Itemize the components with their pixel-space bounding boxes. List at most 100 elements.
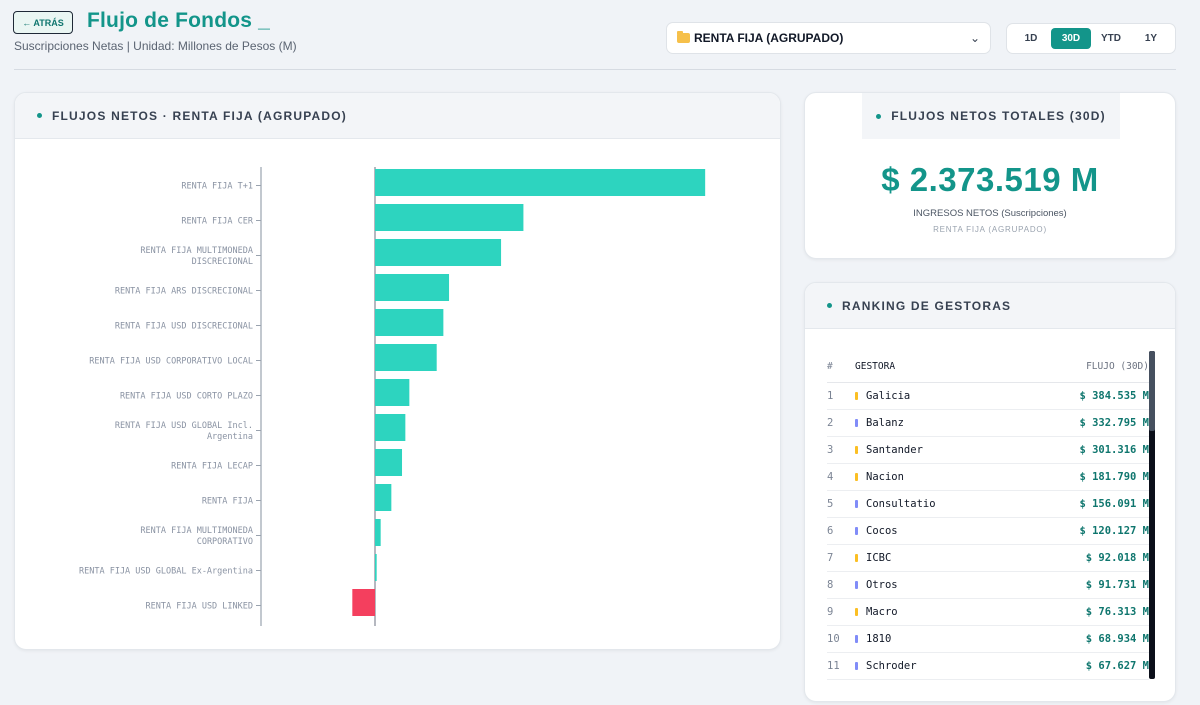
ranking-flow: $ 91.731 M [1085, 579, 1149, 591]
gestora-name: 1810 [866, 633, 892, 645]
chart-bar[interactable] [352, 589, 375, 616]
ranking-table-header: # GESTORA FLUJO (30D) [827, 351, 1149, 383]
ranking-gestora: Nacion [855, 471, 1049, 483]
total-flows-value: $ 2.373.519 M [881, 161, 1099, 198]
ranking-position: 7 [827, 552, 834, 564]
gestora-color-swatch [855, 500, 858, 508]
total-card-header: FLUJOS NETOS TOTALES (30D) [862, 93, 1120, 139]
ranking-position: 1 [827, 390, 834, 402]
chart-bar[interactable] [375, 274, 450, 301]
chart-bar[interactable] [375, 484, 392, 511]
chart-card-header: FLUJOS NETOS · RENTA FIJA (AGRUPADO) [15, 93, 780, 139]
ranking-row[interactable]: 6 Cocos $ 120.127 M [827, 518, 1149, 545]
chart-bar[interactable] [375, 379, 410, 406]
category-select[interactable]: RENTA FIJA (AGRUPADO) ⌄ [666, 22, 991, 54]
ranking-flow: $ 301.316 M [1079, 444, 1149, 456]
ranking-flow: $ 181.790 M [1079, 471, 1149, 483]
gestora-color-swatch [855, 473, 858, 481]
chevron-down-icon: ⌄ [969, 31, 980, 45]
total-flows-group: RENTA FIJA (AGRUPADO) [933, 225, 1047, 234]
ranking-gestora: Cocos [855, 525, 1049, 537]
chart-bar[interactable] [375, 204, 524, 231]
ranking-row[interactable]: 8 Otros $ 91.731 M [827, 572, 1149, 599]
ranking-gestora: Balanz [855, 417, 1049, 429]
ranking-position: 6 [827, 525, 834, 537]
bullet-dot-icon [876, 113, 882, 119]
ranking-flow: $ 68.934 M [1085, 633, 1149, 645]
ranking-row[interactable]: 11 Schroder $ 67.627 M [827, 653, 1149, 680]
ranking-row[interactable]: 1 Galicia $ 384.535 M [827, 383, 1149, 410]
ranking-gestora: Otros [855, 579, 1049, 591]
ranking-scrollbar-thumb[interactable] [1149, 351, 1155, 431]
col-header-num: # [827, 361, 833, 372]
ranking-row[interactable]: 4 Nacion $ 181.790 M [827, 464, 1149, 491]
period-option[interactable]: 1D [1024, 33, 1038, 44]
period-option[interactable]: YTD [1101, 33, 1121, 44]
ranking-card: RANKING DE GESTORAS # GESTORA FLUJO (30D… [804, 282, 1176, 702]
chart-category-label: RENTA FIJA T+1 [181, 182, 253, 192]
period-option[interactable]: 30D [1051, 28, 1091, 49]
ranking-flow: $ 76.313 M [1085, 606, 1149, 618]
chart-bar[interactable] [375, 309, 444, 336]
chart-bar[interactable] [375, 169, 706, 196]
ranking-flow: $ 120.127 M [1079, 525, 1149, 537]
ranking-gestora: Schroder [855, 660, 1049, 672]
ranking-scrollbar[interactable] [1149, 351, 1155, 679]
gestora-color-swatch [855, 581, 858, 589]
ranking-flow: $ 67.627 M [1085, 660, 1149, 672]
ranking-gestora: Macro [855, 606, 1049, 618]
gestora-color-swatch [855, 554, 858, 562]
gestora-name: Galicia [866, 390, 911, 402]
folder-icon [677, 31, 690, 43]
ranking-table: # GESTORA FLUJO (30D) 1 Galicia $ 384.535 … [827, 351, 1149, 680]
ranking-row[interactable]: 2 Balanz $ 332.795 M [827, 410, 1149, 437]
chart-category-label: RENTA FIJA [202, 497, 253, 507]
gestora-name: Otros [866, 579, 898, 591]
period-selector: 1D 30D YTD 1Y [1006, 23, 1176, 54]
col-header-gestora: GESTORA [855, 361, 896, 372]
chart-bar[interactable] [375, 554, 377, 581]
total-flows-card: FLUJOS NETOS TOTALES (30D) $ 2.373.519 M… [804, 92, 1176, 259]
page-title: Flujo de Fondos _ [87, 9, 271, 32]
ranking-row[interactable]: 10 1810 $ 68.934 M [827, 626, 1149, 653]
chart-bar[interactable] [375, 414, 406, 441]
ranking-gestora: ICBC [855, 552, 1049, 564]
col-header-flow: FLUJO (30D) [1086, 361, 1149, 372]
gestora-color-swatch [855, 527, 858, 535]
ranking-position: 10 [827, 633, 840, 645]
ranking-gestora: Consultatio [855, 498, 1049, 510]
chart-card-title: FLUJOS NETOS · RENTA FIJA (AGRUPADO) [52, 108, 347, 123]
bullet-dot-icon [827, 303, 832, 308]
gestora-name: Balanz [866, 417, 904, 429]
chart-bar[interactable] [375, 519, 381, 546]
gestora-color-swatch [855, 392, 858, 400]
bullet-dot-icon [37, 113, 42, 118]
ranking-row[interactable]: 9 Macro $ 76.313 M [827, 599, 1149, 626]
chart-category-label: RENTA FIJA MULTIMONEDA DISCRECIONAL [140, 246, 253, 267]
chart-bar[interactable] [375, 344, 437, 371]
ranking-card-header: RANKING DE GESTORAS [805, 283, 1175, 329]
ranking-card-title: RANKING DE GESTORAS [842, 298, 1012, 313]
chart-category-label: RENTA FIJA MULTIMONEDA CORPORATIVO [140, 526, 253, 547]
ranking-flow: $ 156.091 M [1079, 498, 1149, 510]
chart-category-label: RENTA FIJA USD GLOBAL Ex-Argentina [79, 567, 253, 577]
ranking-flow: $ 92.018 M [1085, 552, 1149, 564]
chart-bar[interactable] [375, 239, 502, 266]
gestora-name: ICBC [866, 552, 892, 564]
ranking-row[interactable]: 5 Consultatio $ 156.091 M [827, 491, 1149, 518]
back-button[interactable]: ← ATRÁS [13, 11, 73, 34]
ranking-flow: $ 384.535 M [1079, 390, 1149, 402]
gestora-name: Schroder [866, 660, 917, 672]
gestora-name: Nacion [866, 471, 904, 483]
ranking-position: 2 [827, 417, 834, 429]
ranking-row[interactable]: 7 ICBC $ 92.018 M [827, 545, 1149, 572]
ranking-position: 4 [827, 471, 834, 483]
period-option[interactable]: 1Y [1144, 33, 1158, 44]
gestora-color-swatch [855, 662, 858, 670]
chart-bar[interactable] [375, 449, 403, 476]
ranking-row[interactable]: 3 Santander $ 301.316 M [827, 437, 1149, 464]
ranking-gestora: Galicia [855, 390, 1049, 402]
gestora-name: Consultatio [866, 498, 936, 510]
chart-category-label: RENTA FIJA ARS DISCRECIONAL [115, 287, 253, 297]
chart-category-label: RENTA FIJA CER [181, 217, 254, 227]
